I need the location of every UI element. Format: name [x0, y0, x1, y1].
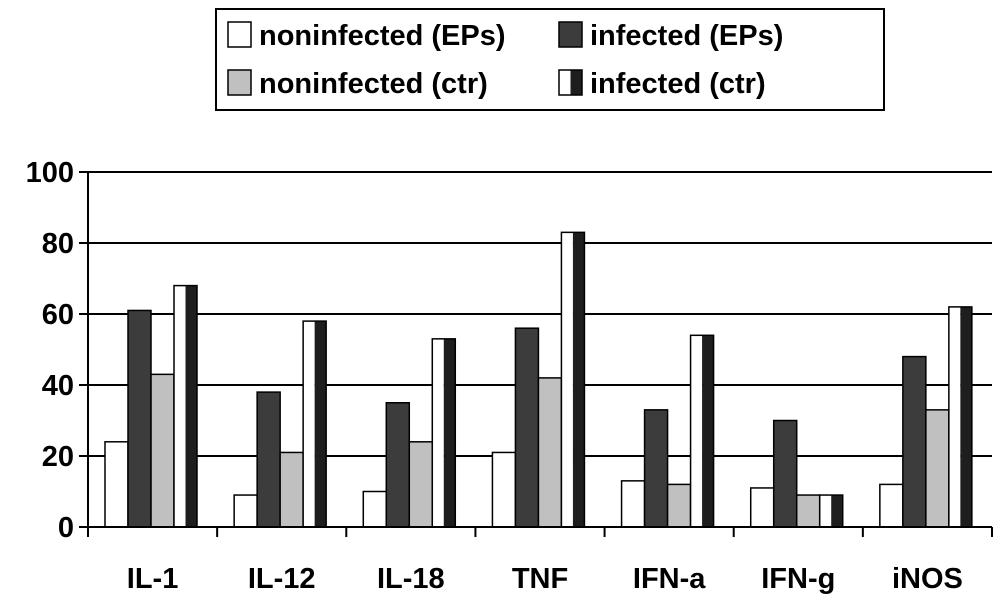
x-tick-label: IL-18 [377, 563, 445, 595]
bar-iNOS-infected (EPs) [902, 355, 927, 528]
y-tick-labels: 0 20 40 60 80 100 [26, 157, 74, 544]
bar-IFN-a-infected (EPs) [643, 409, 669, 528]
bar-IL-18-noninfected (ctr) [408, 441, 434, 528]
x-tick-label: iNOS [892, 563, 963, 595]
legend-label: noninfected (ctr) [259, 68, 488, 100]
legend-swatch-half-dark [570, 70, 582, 95]
bar-IL-18-infected (EPs) [385, 402, 411, 528]
bar-IL-12-noninfected (ctr) [279, 451, 304, 528]
bar-half-dark [443, 338, 456, 527]
bar-half-light [432, 338, 444, 527]
bar-IL-12-infected (EPs) [256, 391, 281, 528]
bar-iNOS-noninfected (ctr) [925, 409, 950, 528]
bar-IL-1-noninfected (EPs) [104, 441, 129, 528]
bar-half-dark [702, 335, 714, 527]
x-tick-label: IL-12 [248, 563, 316, 595]
bars [104, 231, 973, 528]
bar-IFN-g-infected (ctr) [818, 494, 844, 528]
legend-item: infected (EPs) [558, 20, 783, 52]
bar-half-dark [185, 285, 197, 527]
legend-box [215, 8, 885, 111]
bar-iNOS-infected (ctr) [948, 306, 973, 528]
y-tick-label: 0 [58, 512, 74, 544]
x-tick-label: TNF [512, 563, 568, 595]
bar-half-light [303, 321, 315, 527]
bar-TNF-noninfected (ctr) [537, 377, 563, 528]
bar-TNF-infected (EPs) [514, 327, 540, 528]
bar-IL-18-noninfected (EPs) [362, 490, 388, 528]
x-tick-label: IFN-g [761, 563, 835, 595]
bar-half-dark [960, 306, 972, 527]
bar-IFN-a-infected (ctr) [689, 334, 715, 528]
legend-label: infected (EPs) [590, 20, 783, 52]
bar-half-light [174, 285, 186, 527]
bar-half-light [561, 232, 573, 527]
bar-TNF-infected (ctr) [560, 231, 586, 528]
legend-swatch [558, 69, 583, 96]
legend-swatch [227, 21, 252, 48]
legend-item: noninfected (EPs) [227, 20, 506, 52]
bar-IL-18-infected (ctr) [431, 338, 457, 528]
axes [79, 171, 993, 537]
bar-IFN-g-noninfected (ctr) [795, 494, 821, 528]
x-tick-labels: IL-1 IL-12 IL-18 TNF IFN-a IFN-g iNOS [127, 563, 963, 595]
bar-iNOS-noninfected (EPs) [879, 483, 904, 528]
bar-IFN-a-noninfected (EPs) [620, 480, 646, 528]
legend-swatch-half-light [559, 70, 571, 95]
bar-IFN-g-noninfected (EPs) [749, 487, 775, 528]
legend-item: infected (ctr) [558, 68, 766, 100]
bar-IL-1-infected (ctr) [173, 284, 198, 528]
x-tick-label: IFN-a [633, 563, 706, 595]
bar-TNF-noninfected (EPs) [491, 451, 517, 528]
legend-label: noninfected (EPs) [259, 20, 506, 52]
bar-half-dark [831, 495, 843, 527]
bar-IL-12-noninfected (EPs) [233, 494, 258, 528]
legend-item: noninfected (ctr) [227, 68, 488, 100]
bar-half-dark [314, 321, 327, 527]
bar-half-dark [572, 232, 585, 527]
x-tick-label: IL-1 [127, 563, 179, 595]
legend-swatch [227, 69, 252, 96]
bar-half-light [690, 335, 703, 527]
y-tick-label: 80 [42, 228, 74, 260]
bar-IFN-a-noninfected (ctr) [666, 483, 692, 528]
y-tick-label: 60 [42, 299, 74, 331]
bar-IL-1-infected (EPs) [127, 309, 152, 528]
legend: noninfected (EPs) infected (EPs) noninfect… [215, 8, 885, 111]
y-tick-label: 100 [26, 157, 74, 189]
legend-label: infected (ctr) [590, 68, 766, 100]
y-tick-label: 40 [42, 370, 74, 402]
bar-IFN-g-infected (EPs) [772, 419, 798, 528]
bar-IL-1-noninfected (ctr) [150, 373, 175, 528]
bar-half-light [948, 306, 961, 527]
y-tick-label: 20 [42, 441, 74, 473]
legend-swatch [558, 21, 583, 48]
bar-IL-12-infected (ctr) [302, 320, 327, 528]
bar-half-light [819, 495, 832, 527]
